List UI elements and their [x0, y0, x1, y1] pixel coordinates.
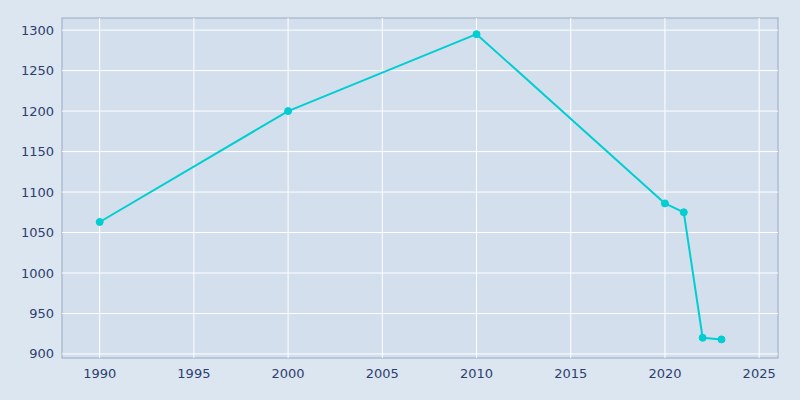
x-grid-line	[99, 18, 100, 358]
y-tick-label: 1150	[21, 144, 54, 159]
x-grid-line	[570, 18, 571, 358]
y-tick-label: 1300	[21, 23, 54, 38]
x-grid-line	[193, 18, 194, 358]
line	[100, 34, 722, 339]
point	[285, 108, 292, 115]
x-grid-line	[382, 18, 383, 358]
y-tick-label: 900	[29, 346, 54, 361]
x-tick-label: 2015	[554, 366, 587, 381]
plot-frame	[62, 18, 778, 358]
y-grid-line	[62, 30, 778, 31]
point	[96, 219, 103, 226]
chart-svg: 1990 1995 2000 2005 2010 2015 2020 2025 900 950 10…	[0, 0, 800, 400]
x-grid-line	[759, 18, 760, 358]
point	[661, 200, 668, 207]
x-grid-line	[476, 18, 477, 358]
y-grid-line	[62, 353, 778, 354]
y-grid-line	[62, 273, 778, 274]
y-tick-label: 1100	[21, 185, 54, 200]
x-tick-label: 1995	[177, 366, 210, 381]
y-grid-line	[62, 313, 778, 314]
y-grid-line	[62, 192, 778, 193]
x-tick-label: 2010	[460, 366, 493, 381]
y-tick-label: 1250	[21, 63, 54, 78]
grid	[62, 18, 778, 358]
y-tick-label: 950	[29, 306, 54, 321]
x-tick-label: 1990	[83, 366, 116, 381]
y-grid-line	[62, 151, 778, 152]
y-grid-line	[62, 70, 778, 71]
data-group	[96, 31, 725, 343]
point	[699, 334, 706, 341]
x-tick-label: 2000	[272, 366, 305, 381]
y-grid-line	[62, 232, 778, 233]
chart-container: 1990 1995 2000 2005 2010 2015 2020 2025 900 950 10…	[0, 0, 800, 400]
y-tick-label: 1000	[21, 266, 54, 281]
point	[680, 209, 687, 216]
x-tick-label: 2005	[366, 366, 399, 381]
y-tick-label: 1200	[21, 104, 54, 119]
x-tick-label: 2020	[648, 366, 681, 381]
x-grid-line	[664, 18, 665, 358]
x-tick-label: 2025	[743, 366, 776, 381]
point	[718, 336, 725, 343]
y-grid-line	[62, 111, 778, 112]
x-grid-line	[288, 18, 289, 358]
point	[473, 31, 480, 38]
y-tick-label: 1050	[21, 225, 54, 240]
